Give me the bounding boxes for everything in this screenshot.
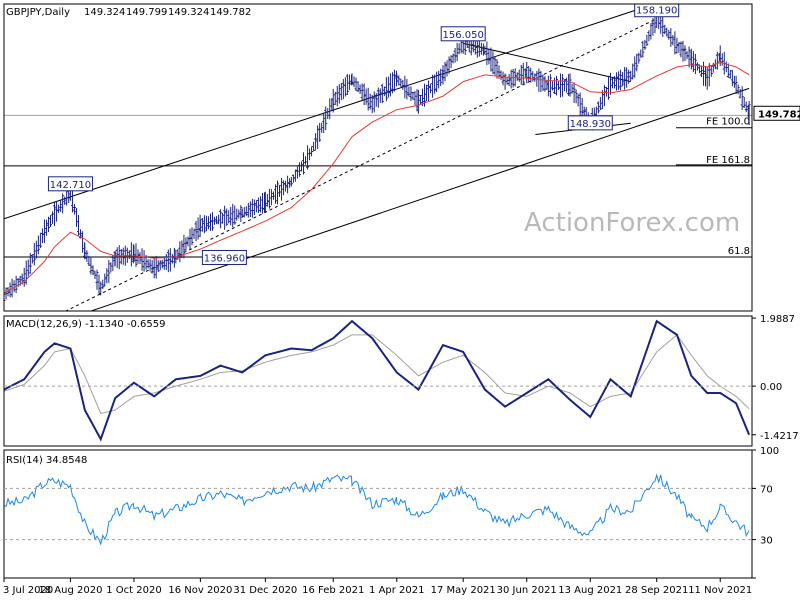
ohlc-high: 149.799 xyxy=(126,7,167,18)
x-tick-label: 1 Apr 2021 xyxy=(369,585,424,596)
x-tick-label: 17 May 2021 xyxy=(431,585,496,596)
watermark: ActionForex.com xyxy=(524,208,740,238)
x-tick-label: 31 Dec 2020 xyxy=(233,585,297,596)
rsi-y-tick-label: 30 xyxy=(760,536,773,547)
price-annotation-label: 158.190 xyxy=(636,6,677,17)
price-y-tick-label: 155.840 xyxy=(760,41,800,52)
macd-line xyxy=(4,319,751,442)
price-panel: 158.730155.840152.950150.060147.005144.1… xyxy=(4,4,800,313)
price-annotation-label: 136.960 xyxy=(204,253,245,264)
moving-average-line xyxy=(4,61,750,294)
price-y-tick-label: 132.635 xyxy=(760,302,800,313)
x-tick-label: 1 Oct 2020 xyxy=(106,585,161,596)
price-panel-frame xyxy=(3,3,753,312)
price-annotation-label: 156.050 xyxy=(443,30,484,41)
trendline xyxy=(89,87,750,311)
macd-y-tick-label: 0.00 xyxy=(760,382,782,393)
price-y-tick-label: 144.170 xyxy=(760,172,800,183)
ohlc-low: 149.324 xyxy=(168,7,209,18)
rsi-panel-frame xyxy=(3,449,753,579)
fib-level-label: FE 161.8 xyxy=(706,155,750,166)
macd-title: MACD(12,26,9) -1.1340 -0.6559 xyxy=(6,319,166,330)
price-y-tick-label: 147.005 xyxy=(760,141,800,152)
macd-y-tick-label: -1.4217 xyxy=(760,431,799,442)
price-y-tick-label: 135.525 xyxy=(760,270,800,281)
trendline xyxy=(463,42,631,83)
price-annotation-box xyxy=(634,4,680,18)
x-tick-label: 28 Sep 2021 xyxy=(625,585,688,596)
fib-level-label: FE 100.0 xyxy=(706,117,750,128)
price-annotation-box xyxy=(567,115,613,131)
trendline xyxy=(64,18,657,311)
price-annotation-box xyxy=(440,26,486,42)
price-annotation-box xyxy=(201,249,247,265)
price-annotation-label: 148.930 xyxy=(570,119,611,130)
macd-y-tick-label: 1.9887 xyxy=(760,314,795,325)
x-tick-label: 18 Aug 2020 xyxy=(38,585,102,596)
x-tick-label: 3 Jul 2020 xyxy=(3,585,53,596)
macd-signal-line xyxy=(4,334,750,415)
rsi-y-tick-label: 100 xyxy=(760,446,779,457)
price-chart-title: GBPJPY,Daily xyxy=(6,7,70,18)
ohlc-close: 149.782 xyxy=(210,7,251,18)
x-tick-label: 16 Feb 2021 xyxy=(302,585,364,596)
price-y-tick-label: 138.415 xyxy=(760,237,800,248)
last-price-tag xyxy=(753,105,800,121)
price-y-tick-label: 141.305 xyxy=(760,205,800,216)
rsi-panel xyxy=(4,473,750,546)
x-tick-label: 16 Nov 2020 xyxy=(168,585,232,596)
rsi-y-tick-label: 70 xyxy=(760,484,773,495)
ohlc-open: 149.324 xyxy=(84,7,125,18)
x-tick-label: 13 Aug 2021 xyxy=(558,585,622,596)
x-tick-label: 11 Nov 2021 xyxy=(688,585,752,596)
price-annotation-label: 142.710 xyxy=(50,180,91,191)
last-price-label: 149.782 xyxy=(758,109,800,120)
price-y-tick-label: 152.950 xyxy=(760,74,800,85)
x-tick-label: 30 Jun 2021 xyxy=(497,585,557,596)
price-y-tick-label: 158.730 xyxy=(760,9,800,20)
fib-level-label: 61.8 xyxy=(728,246,750,257)
price-annotation-box xyxy=(47,176,93,192)
rsi-title: RSI(14) 34.8548 xyxy=(6,455,87,466)
rsi-line xyxy=(4,473,750,546)
macd-panel xyxy=(4,319,751,442)
macd-panel-frame xyxy=(3,315,753,447)
